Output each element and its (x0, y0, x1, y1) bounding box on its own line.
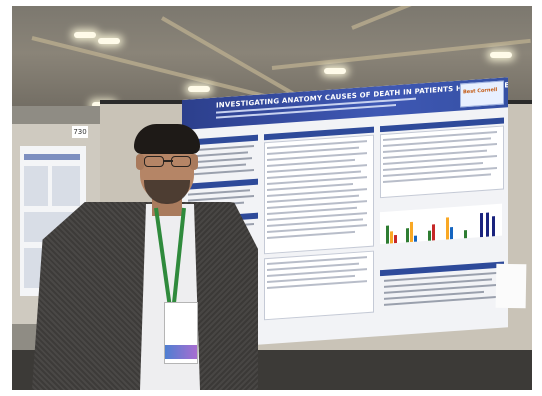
posted-note (495, 263, 527, 309)
poster-column-3 (380, 113, 504, 336)
hair (134, 124, 200, 154)
photo: 730 INVESTIGATING ANATOMY CAUSES OF DEAT… (12, 6, 532, 390)
poster-bar-chart (380, 203, 502, 245)
beard (144, 180, 190, 204)
ceiling-light (188, 86, 210, 92)
ear (136, 154, 144, 170)
poster-column-2 (264, 123, 374, 345)
booth-number: 730 (72, 126, 88, 138)
results-table (264, 134, 374, 255)
causes-table (380, 125, 504, 199)
ceiling-light (74, 32, 96, 38)
ear (190, 154, 198, 170)
glasses (144, 156, 192, 168)
secondary-table (264, 250, 374, 321)
ceiling-light (324, 68, 346, 74)
presenter (32, 124, 262, 390)
ceiling-truss (351, 6, 520, 30)
logo-text: Best Cornell (463, 86, 498, 96)
ceiling-light (98, 38, 120, 44)
name-badge (164, 302, 198, 364)
institution-logo: Best Cornell (460, 80, 504, 108)
ceiling-light (490, 52, 512, 58)
